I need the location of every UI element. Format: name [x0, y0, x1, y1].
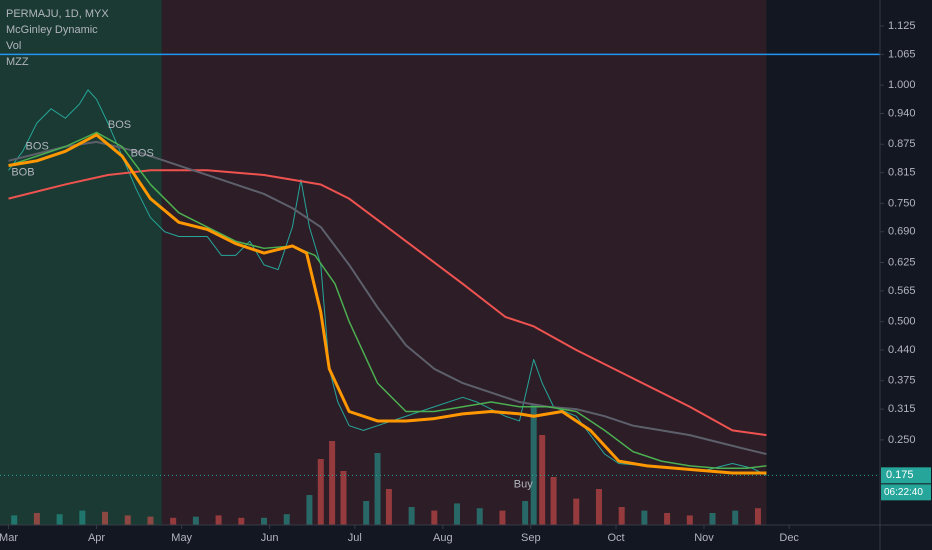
- volume-bar: [317, 459, 324, 525]
- y-tick-label: 0.750: [888, 197, 916, 209]
- volume-bar: [385, 489, 392, 525]
- region: [0, 0, 162, 525]
- volume-bar: [192, 516, 199, 525]
- y-tick-label: 1.125: [888, 20, 916, 32]
- volume-bar: [709, 513, 716, 525]
- annotation: BOS: [26, 141, 49, 153]
- y-tick-label: 0.250: [888, 434, 916, 446]
- x-tick-label: Oct: [607, 532, 624, 544]
- volume-bar: [147, 516, 154, 525]
- y-tick-label: 0.625: [888, 256, 916, 268]
- y-tick-label: 0.315: [888, 403, 916, 415]
- volume-bar: [283, 514, 290, 525]
- series-line: [8, 89, 767, 476]
- volume-bar: [306, 495, 313, 525]
- x-tick-label: Aug: [433, 532, 453, 544]
- y-tick-label: 1.000: [888, 79, 916, 91]
- plot: BOB BOS BOS BOS Buy: [0, 53, 880, 525]
- volume-bar: [56, 514, 63, 525]
- series-line: [8, 140, 767, 456]
- x-tick-label: Dec: [779, 532, 799, 544]
- volume-bar: [499, 510, 506, 525]
- volume-bar: [476, 508, 483, 525]
- timer-box: [881, 484, 931, 501]
- volume-bar: [340, 471, 347, 525]
- volume-bar: [33, 513, 40, 525]
- y-tick-label: 0.815: [888, 167, 916, 179]
- y-tick-label: 0.940: [888, 107, 916, 119]
- series-line: [8, 169, 767, 437]
- timer-label: 06:22:40: [884, 487, 923, 498]
- volume-bar: [539, 435, 546, 525]
- legend-item: McGinley Dynamic: [6, 24, 98, 36]
- x-tick-label: May: [171, 532, 192, 544]
- volume-bar: [732, 510, 739, 525]
- y-tick-label: 0.500: [888, 316, 916, 328]
- volume-bar: [11, 515, 18, 525]
- volume-bar: [573, 498, 580, 525]
- annotation: BOS: [131, 148, 154, 160]
- region: [161, 0, 767, 525]
- volume-bar: [79, 510, 86, 525]
- x-tick-label: Nov: [694, 532, 714, 544]
- volume-bar: [686, 515, 693, 525]
- last-price-box: [881, 467, 931, 484]
- chart-title: PERMAJU, 1D, MYX: [6, 8, 109, 20]
- volume-bar: [618, 507, 625, 525]
- series-line: [8, 133, 767, 475]
- volume-bar: [215, 515, 222, 525]
- volume-bar: [595, 489, 602, 525]
- annotation: Buy: [514, 479, 533, 491]
- volume-bar: [374, 453, 381, 525]
- legend-item: MZZ: [6, 56, 29, 68]
- volume-bar: [664, 513, 671, 525]
- x-tick-label: Jul: [348, 532, 362, 544]
- volume-bar: [363, 501, 370, 525]
- volume-bar: [124, 515, 131, 525]
- volume-bar: [102, 511, 109, 525]
- legend-item: Vol: [6, 40, 21, 52]
- volume-bar: [329, 441, 336, 525]
- x-tick-label: Sep: [521, 532, 541, 544]
- annotation: BOS: [108, 119, 131, 131]
- y-tick-label: 1.065: [888, 48, 916, 60]
- y-tick-label: 0.375: [888, 375, 916, 387]
- y-tick-label: 0.565: [888, 285, 916, 297]
- y-tick-label: 0.875: [888, 138, 916, 150]
- volume-bar: [238, 517, 245, 525]
- volume-bar: [408, 507, 415, 525]
- volume-bar: [170, 517, 177, 525]
- last-price-label: 0.175: [886, 469, 914, 481]
- y-tick-label: 0.690: [888, 226, 916, 238]
- regions: [0, 0, 767, 525]
- volume-bar: [530, 405, 537, 525]
- volume-bar: [454, 503, 461, 525]
- volume-bar: [261, 517, 267, 525]
- x-tick-label: Mar: [0, 532, 18, 544]
- y-tick-label: 0.440: [888, 344, 916, 356]
- volume-bar: [431, 510, 438, 525]
- series-line: [8, 131, 767, 469]
- volume-bar: [641, 510, 648, 525]
- annotation: BOB: [11, 167, 34, 179]
- volume-bar: [754, 508, 761, 525]
- volume-bar: [522, 501, 529, 525]
- x-tick-label: Jun: [261, 532, 279, 544]
- volume-bar: [550, 477, 557, 525]
- x-tick-label: Apr: [88, 532, 105, 544]
